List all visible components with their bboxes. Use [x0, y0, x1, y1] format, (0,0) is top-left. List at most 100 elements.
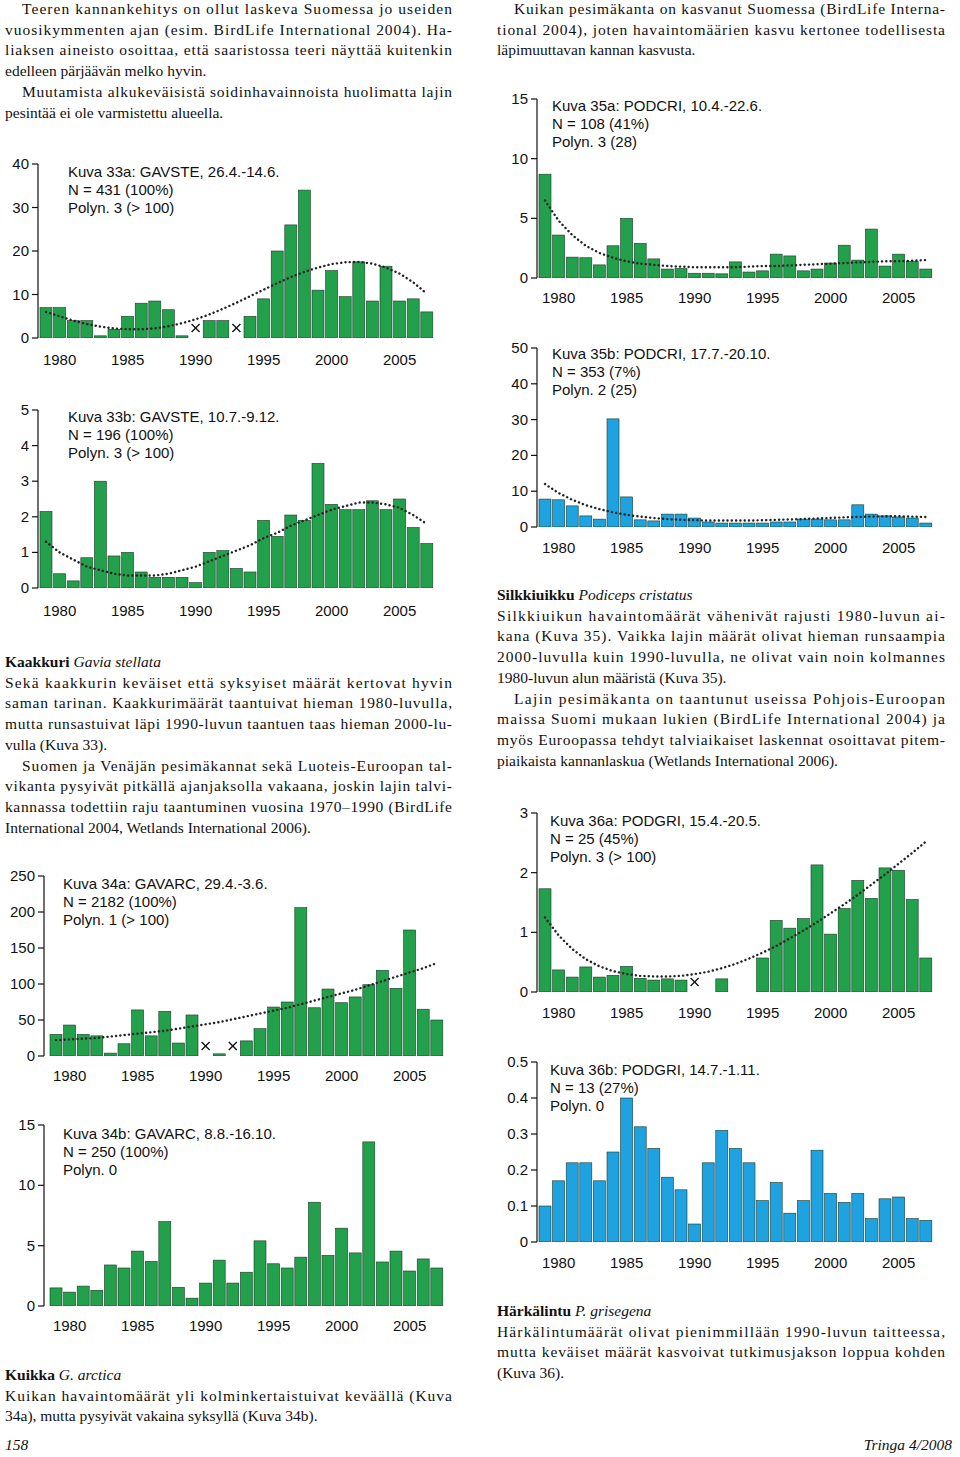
y-axis: [536, 1062, 537, 1242]
y-tick-label: 0: [21, 579, 29, 596]
y-tick-label: 10: [511, 150, 528, 167]
y-tick: [531, 812, 537, 813]
bar: [621, 1098, 633, 1242]
chart-title: Kuva 36a: PODGRI, 15.4.-20.5.: [550, 812, 761, 829]
text-line: Silkkiuikun havaintomäärät vähenivät raj…: [497, 607, 945, 624]
text-line: vulla (Kuva 33).: [5, 736, 107, 754]
bar: [295, 1257, 307, 1306]
chart: Kuva 33a: GAVSTE, 26.4.-14.6.N = 431 (10…: [12, 155, 432, 368]
y-tick-label: 15: [511, 90, 528, 107]
y-tick-label: 0.2: [507, 1161, 528, 1178]
bar: [349, 997, 361, 1056]
x-tick-label: 1985: [121, 1067, 154, 1084]
trend-line: [56, 963, 437, 1040]
bar: [104, 1265, 116, 1306]
bar: [159, 1011, 171, 1056]
chart-annotation: N = 196 (100%): [68, 426, 173, 443]
text-block: Kuikka G. arctica Kuikan havaintomäärät y…: [5, 1366, 452, 1425]
bar: [743, 272, 755, 278]
bar: [920, 1220, 932, 1242]
bar: [593, 519, 605, 527]
bar: [920, 958, 932, 992]
bar: [648, 1148, 660, 1242]
chart: Kuva 33b: GAVSTE, 10.7.-9.12.N = 196 (10…: [21, 401, 433, 619]
text-line: Suomen ja Venäjän pesimäkannat sekä Luot…: [22, 757, 452, 774]
heading-latin: P. grisegena: [574, 1302, 652, 1319]
chart-annotation: Polyn. 3 (> 100): [550, 848, 656, 865]
bar: [268, 1264, 280, 1306]
bar: [281, 1268, 293, 1306]
bar: [271, 251, 283, 338]
x-tick-label: 2005: [882, 539, 915, 556]
y-tick-label: 250: [10, 867, 35, 884]
bar: [675, 1190, 687, 1242]
x-tick-label: 1985: [610, 539, 643, 556]
plot-area: [539, 419, 932, 527]
x-tick-label: 2000: [814, 289, 847, 306]
bar: [906, 518, 918, 527]
text-line: Kuikan havaintomäärät yli kolminkertaist…: [5, 1387, 452, 1405]
bar: [268, 1007, 280, 1056]
bar: [298, 190, 310, 338]
heading: Kuikka G. arctica: [5, 1366, 121, 1383]
x-tick-label: 1990: [189, 1317, 222, 1334]
y-tick-label: 1: [21, 543, 29, 560]
bar: [40, 511, 52, 588]
bar: [363, 985, 375, 1056]
y-tick-label: 0: [520, 518, 528, 535]
bar: [230, 568, 242, 588]
y-tick-label: 0: [520, 983, 528, 1000]
chart-annotation: Polyn. 3 (> 100): [68, 444, 174, 461]
bar: [431, 1268, 443, 1306]
y-tick: [32, 294, 38, 295]
y-tick-label: 15: [18, 1116, 35, 1133]
bar: [865, 229, 877, 278]
bar: [118, 1268, 130, 1306]
x-tick-label: 1995: [746, 289, 779, 306]
bar: [186, 1298, 198, 1306]
bar: [77, 1286, 89, 1306]
y-tick: [531, 872, 537, 873]
bar: [893, 517, 905, 527]
y-tick: [531, 158, 537, 159]
bar: [770, 254, 782, 278]
bar: [421, 544, 433, 589]
bar: [132, 1251, 144, 1306]
bar: [91, 1290, 103, 1306]
bar: [770, 1183, 782, 1242]
bar: [54, 308, 66, 338]
bar: [394, 499, 406, 588]
bar: [122, 316, 134, 338]
x-tick-label: 2000: [315, 351, 348, 368]
bar: [607, 1152, 619, 1242]
x-tick-label: 1980: [542, 289, 575, 306]
bar: [852, 505, 864, 527]
text-line: 34a), mutta pysyivät vakaina syksyllä (K…: [5, 1407, 318, 1425]
heading-name: Kuikka: [5, 1366, 55, 1383]
bar: [417, 1259, 429, 1306]
bar: [380, 510, 392, 588]
bar: [593, 1181, 605, 1242]
chart-annotation: N = 108 (41%): [552, 115, 649, 132]
bar: [743, 992, 755, 993]
plot-area: [50, 908, 443, 1056]
x-tick-label: 1990: [179, 602, 212, 619]
bar: [784, 522, 796, 527]
x-tick-label: 1990: [678, 289, 711, 306]
text-line: tional 2004), joten havaintomäärien kasv…: [497, 21, 945, 39]
bar: [865, 1219, 877, 1242]
text-line: edelleen pärjäävän melko hyvin.: [5, 62, 206, 79]
bar: [566, 1163, 578, 1242]
bar: [349, 1253, 361, 1306]
y-tick: [32, 250, 38, 251]
y-tick-label: 0: [27, 1297, 35, 1314]
bar: [336, 1228, 348, 1306]
x-tick-label: 2000: [814, 539, 847, 556]
x-tick-label: 2000: [814, 1004, 847, 1021]
y-tick-label: 2: [21, 508, 29, 525]
y-tick: [38, 1185, 44, 1186]
y-tick: [38, 1245, 44, 1246]
bar: [757, 523, 769, 527]
bar: [729, 523, 741, 527]
text-line: mutta runsastuivat läpi 1990-luvun taant…: [5, 715, 452, 732]
